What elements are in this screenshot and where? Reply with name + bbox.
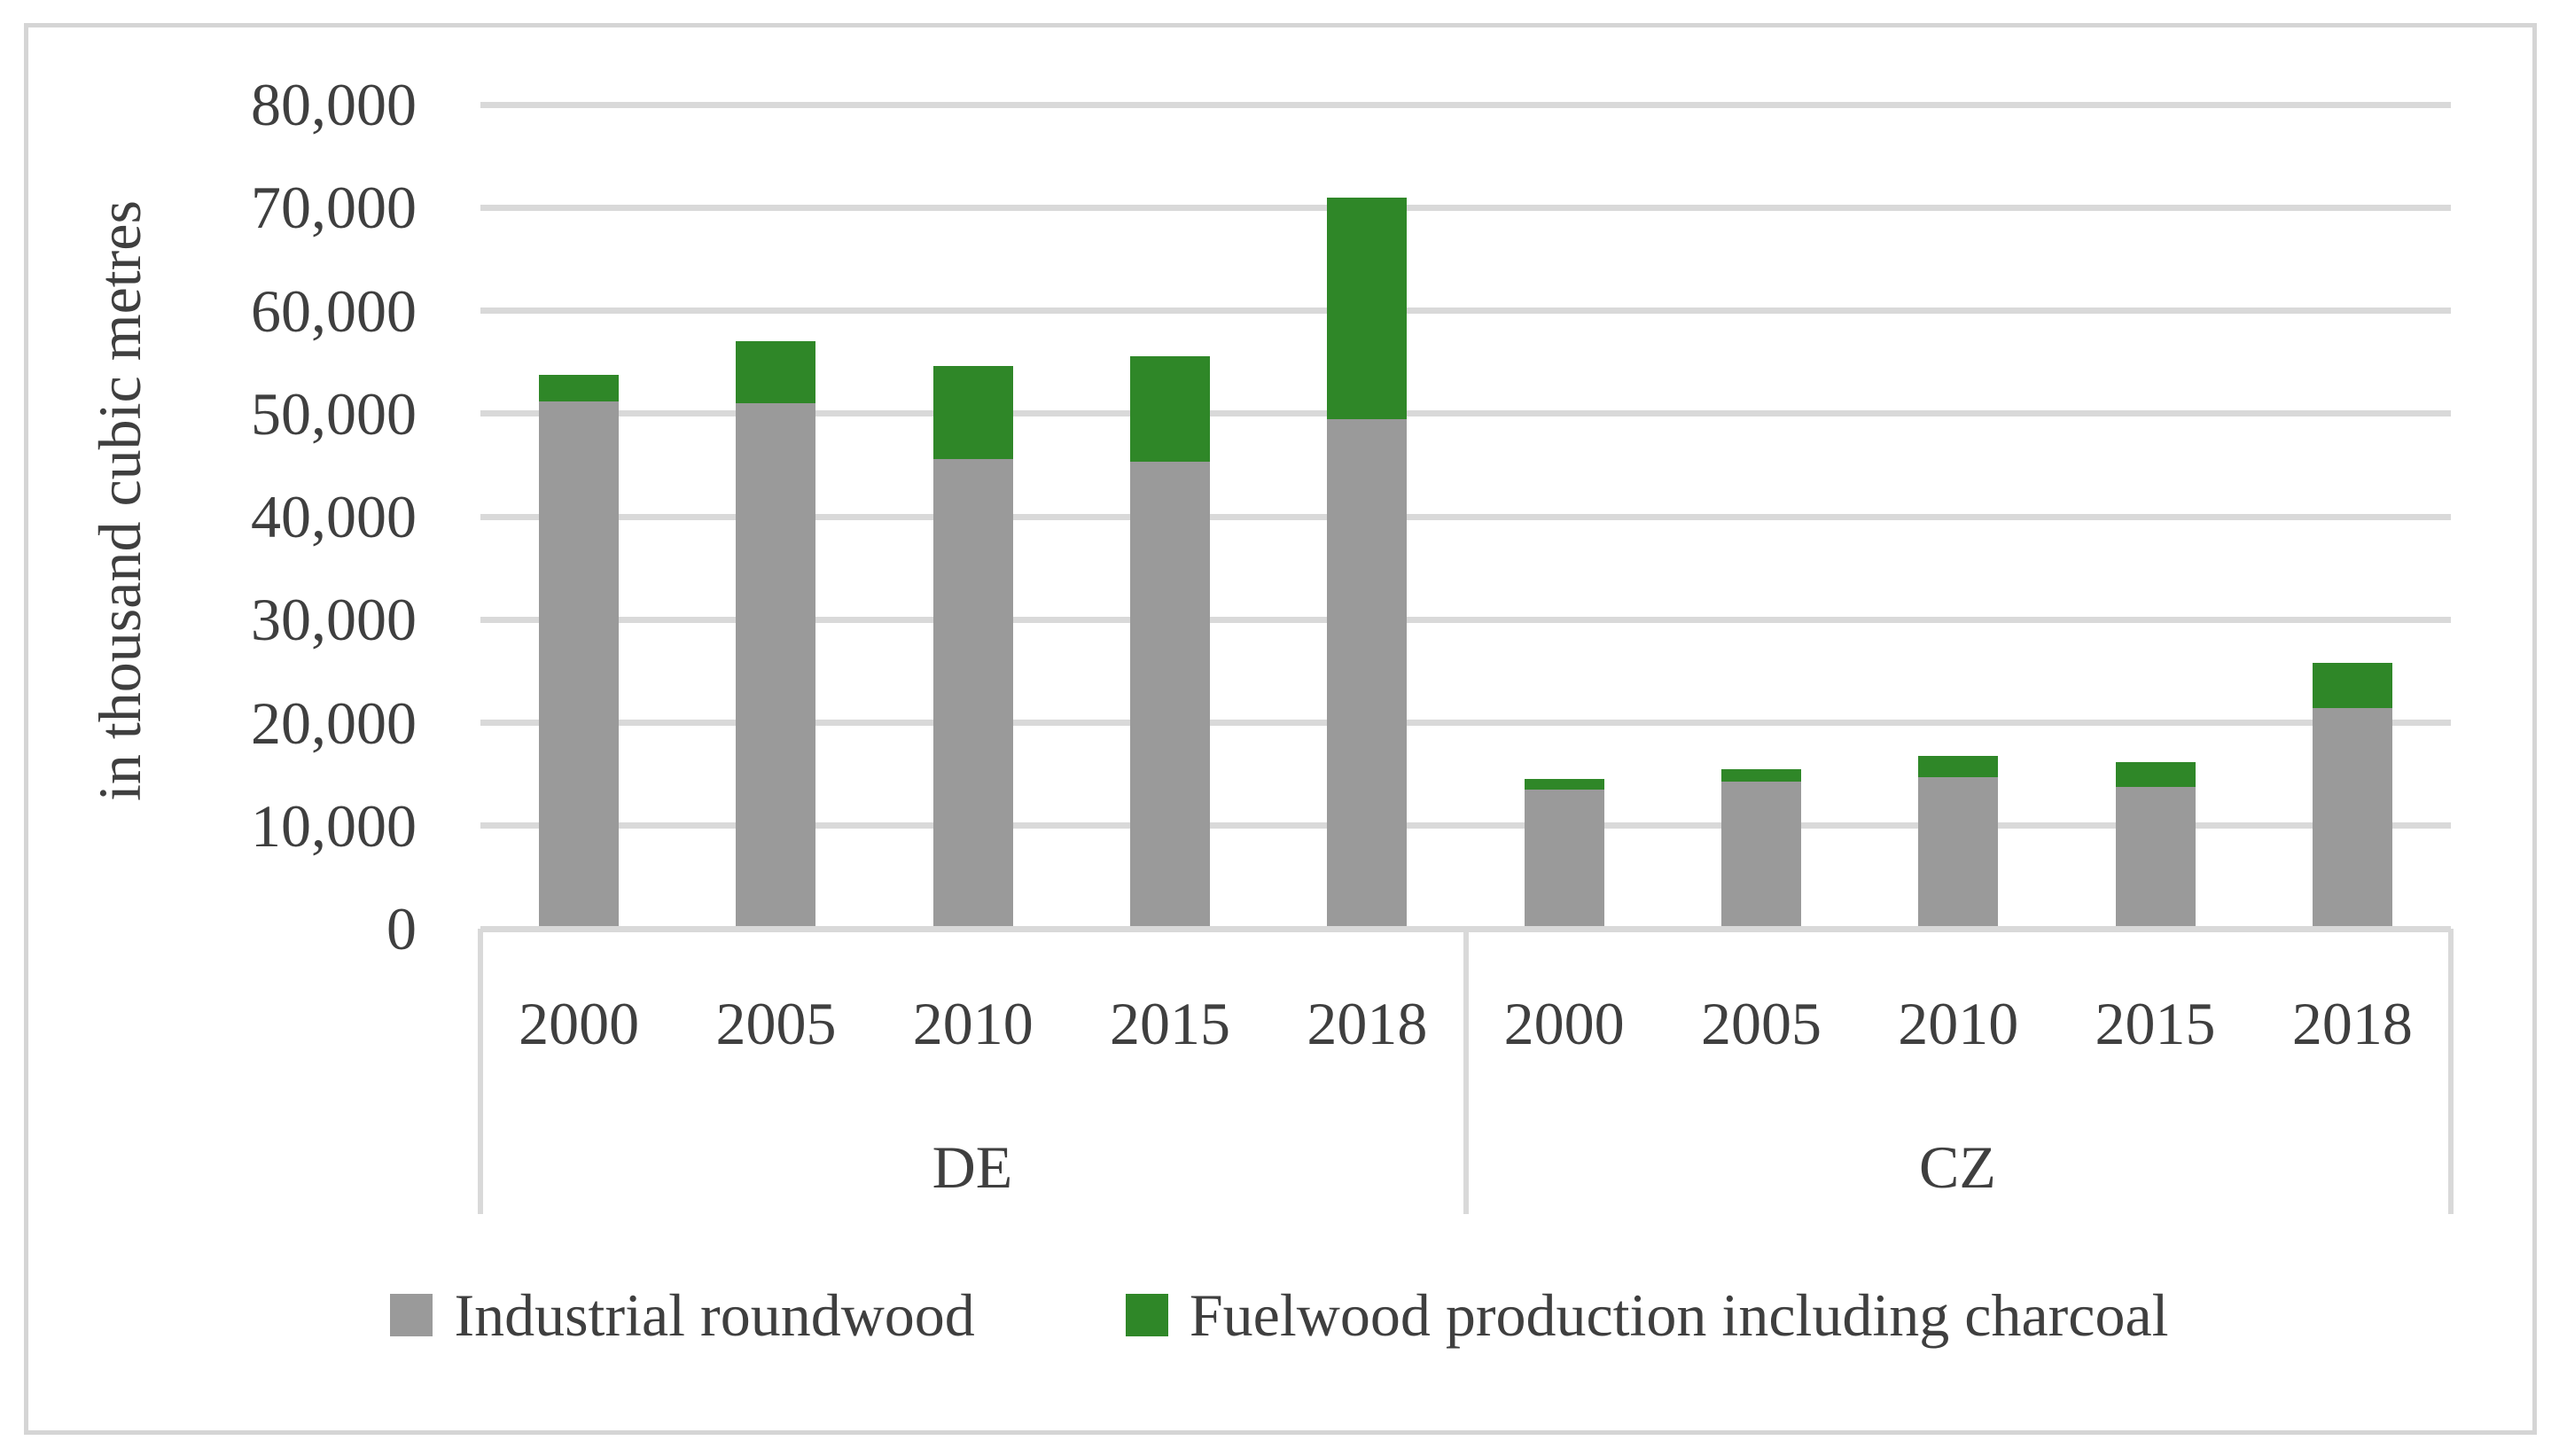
x-year-label: 2010 [912,990,1034,1057]
x-year-label: 2015 [2095,990,2216,1057]
bar-segment-fuelwood [932,366,1013,459]
chart-border [24,23,2537,1435]
bar-segment-industrial [1327,418,1408,929]
x-year-label: 2000 [519,990,640,1057]
gridline [480,204,2451,211]
gridline [480,410,2451,417]
bar-segment-industrial [1524,790,1604,929]
bar-segment-industrial [2115,786,2196,929]
bar-segment-fuelwood [1918,755,1999,778]
legend-swatch-fuelwood [1125,1294,1168,1336]
x-year-label: 2015 [1110,990,1231,1057]
x-year-label: 2000 [1503,990,1625,1057]
y-tick-label: 0 [386,895,417,962]
category-band-separator [478,929,483,1214]
bar-segment-industrial [736,403,816,929]
gridline [480,720,2451,726]
y-tick-label: 70,000 [251,174,417,242]
gridline [480,101,2451,108]
x-year-label: 2010 [1898,990,2019,1057]
x-year-label: 2005 [1700,990,1822,1057]
gridline [480,513,2451,520]
bar-segment-fuelwood [2312,663,2392,709]
gridline [480,616,2451,623]
bar-segment-fuelwood [1327,197,1408,419]
bar-segment-industrial [539,401,620,929]
bar-segment-fuelwood [1720,768,1801,782]
legend-swatch-industrial-roundwood [390,1294,433,1336]
x-axis-line [480,925,2451,932]
legend-label-fuelwood: Fuelwood production including charcoal [1189,1281,2169,1349]
bar-segment-industrial [1720,781,1801,929]
group-label-de: DE [932,1133,1013,1201]
bar-segment-industrial [1130,462,1211,929]
legend-item-industrial-roundwood: Industrial roundwood [390,1281,975,1349]
legend-label-industrial-roundwood: Industrial roundwood [454,1281,975,1349]
y-tick-label: 20,000 [251,689,417,757]
bar-segment-fuelwood [2115,761,2196,787]
x-year-label: 2018 [2291,990,2413,1057]
y-tick-label: 30,000 [251,586,417,654]
category-band-separator [1463,929,1469,1214]
bar-segment-fuelwood [539,374,620,401]
bar-segment-fuelwood [1524,779,1604,790]
bar-segment-industrial [932,458,1013,929]
y-tick-label: 10,000 [251,791,417,860]
bar-segment-industrial [2312,708,2392,929]
x-year-label: 2018 [1307,990,1428,1057]
group-label-cz: CZ [1919,1133,1996,1201]
x-year-label: 2005 [715,990,837,1057]
category-band-separator [2448,929,2454,1214]
bar-segment-fuelwood [736,341,816,404]
legend-item-fuelwood: Fuelwood production including charcoal [1125,1281,2169,1349]
y-tick-label: 60,000 [251,276,417,345]
legend: Industrial roundwood Fuelwood production… [0,1283,2559,1347]
gridline [480,822,2451,829]
bar-segment-fuelwood [1130,355,1211,463]
y-tick-label: 80,000 [251,71,417,138]
gridline [480,308,2451,314]
y-tick-label: 50,000 [251,379,417,448]
bar-segment-industrial [1918,777,1999,929]
y-tick-label: 40,000 [251,483,417,550]
